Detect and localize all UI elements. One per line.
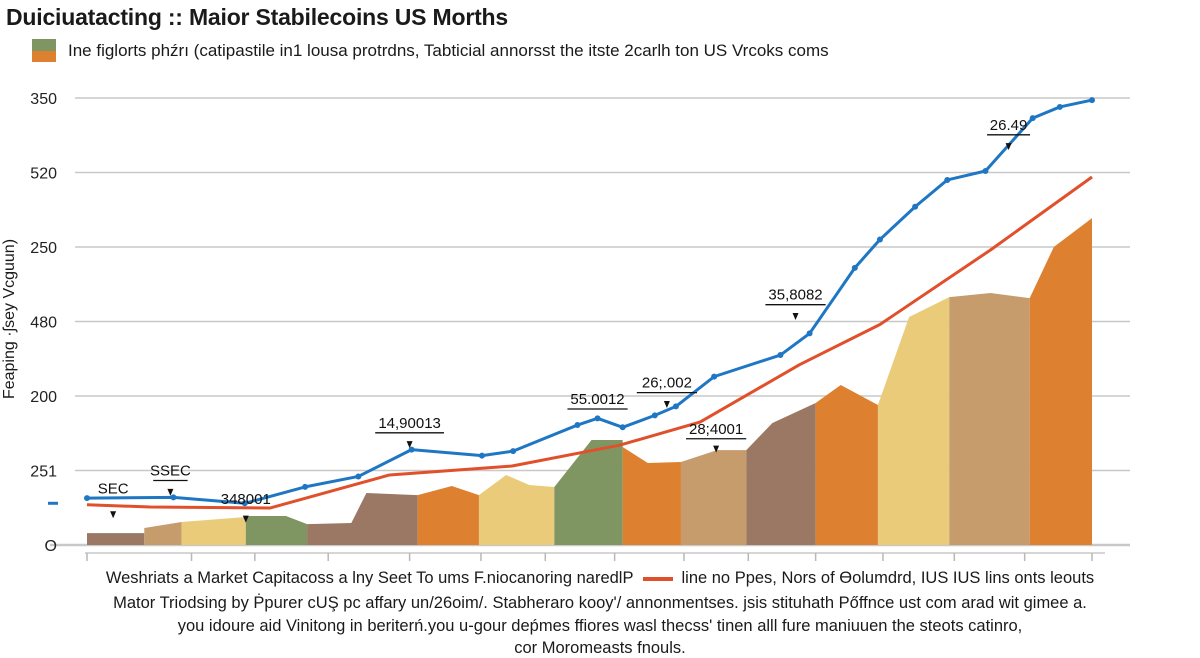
blue-series-point bbox=[651, 412, 658, 419]
data-annotation: 28;4001 bbox=[689, 421, 743, 438]
legend-text: Ine figlorts phźrı (catipastile in1 lous… bbox=[68, 40, 829, 60]
area-segment bbox=[1029, 218, 1092, 545]
y-tick-label: 251 bbox=[30, 464, 57, 481]
chart-title: Duiciuatacting :: Maior Stabilecoins US … bbox=[6, 4, 508, 30]
data-annotation: SSEC bbox=[150, 463, 191, 480]
blue-series-point bbox=[777, 352, 784, 359]
blue-series-line bbox=[86, 98, 1093, 505]
area-segment bbox=[417, 485, 479, 545]
blue-series-point bbox=[672, 403, 679, 410]
blue-series-point bbox=[408, 446, 415, 453]
data-annotation: 26.49 bbox=[990, 117, 1028, 134]
annotation-arrow-icon bbox=[242, 515, 249, 523]
annotation-arrow-icon bbox=[663, 400, 670, 408]
blue-series-point bbox=[851, 264, 858, 271]
legend-swatch bbox=[32, 39, 56, 62]
legend: Ine figlorts phźrı (catipastile in1 lous… bbox=[32, 39, 829, 62]
blue-series-point bbox=[355, 473, 362, 480]
annotation-arrow-icon bbox=[713, 445, 720, 453]
legend-swatch-orange bbox=[32, 50, 56, 62]
blue-series-point bbox=[170, 494, 177, 501]
blue-series-point bbox=[478, 452, 485, 459]
blue-series-point bbox=[302, 483, 309, 490]
area-segment bbox=[87, 533, 145, 545]
area-segment bbox=[478, 474, 555, 545]
blue-series-point bbox=[876, 236, 883, 243]
annotation-arrow-icon bbox=[406, 441, 413, 449]
y-tick-label: 250 bbox=[30, 240, 57, 257]
annotation-arrow-icon bbox=[110, 511, 117, 519]
blue-series-point bbox=[912, 203, 919, 210]
y-tick-label: 520 bbox=[30, 166, 57, 183]
y-tick-label: 200 bbox=[30, 389, 57, 406]
blue-series-point bbox=[1089, 97, 1095, 104]
area-segment bbox=[746, 403, 816, 545]
area-segment bbox=[815, 384, 878, 545]
red-line-legend-icon bbox=[643, 576, 674, 581]
data-annotation: SEC bbox=[98, 480, 129, 497]
data-annotation: 348001 bbox=[221, 491, 271, 508]
data-annotation: 26;.002 bbox=[642, 375, 692, 392]
footer-line-1b: line no Ppes, Nors of Ɵolumdrd, IUS IUS … bbox=[681, 569, 1095, 587]
red-series-line bbox=[86, 175, 1093, 510]
footer-line-1a: Weshriats a Market Capitacoss a lny Seet… bbox=[105, 569, 634, 587]
blue-series-point bbox=[1056, 103, 1063, 110]
footer-line-2: Mator Triodsing by Ṗpurer cUŞ pc affary … bbox=[113, 594, 1087, 612]
area-segment bbox=[554, 439, 623, 545]
area-segment bbox=[245, 515, 308, 545]
area-segment bbox=[949, 293, 1030, 545]
y-tick-label: O bbox=[45, 538, 57, 555]
annotation-arrow-icon bbox=[792, 313, 799, 321]
data-annotation: 14,90013 bbox=[378, 415, 441, 432]
blue-series-point bbox=[510, 448, 517, 455]
blue-series-point bbox=[1029, 115, 1036, 122]
area-segment bbox=[622, 446, 681, 545]
blue-series-point bbox=[84, 495, 90, 502]
blue-series-point bbox=[574, 422, 581, 429]
blue-series-point bbox=[982, 168, 989, 175]
footer-line-4: cor Moromeasts fnouls. bbox=[514, 639, 686, 657]
area-segment bbox=[144, 522, 182, 545]
blue-series-point bbox=[594, 415, 601, 422]
y-tick-label: 480 bbox=[30, 315, 57, 332]
area-segment bbox=[181, 516, 246, 545]
data-annotation: 55.0012 bbox=[570, 391, 624, 408]
footer-line-3: you idoure aid Vinitong in beriterń.you … bbox=[177, 617, 1023, 635]
blue-series-point bbox=[944, 176, 951, 183]
annotation-arrow-icon bbox=[1005, 143, 1012, 151]
y-tick-label: 350 bbox=[30, 91, 57, 108]
legend-swatch-green bbox=[32, 39, 56, 51]
blue-series-point bbox=[241, 500, 248, 507]
blue-series-point bbox=[806, 330, 813, 337]
annotation-arrow-icon bbox=[167, 488, 174, 496]
area-segment bbox=[307, 492, 418, 545]
area-segment bbox=[877, 297, 950, 545]
footer-line-1: Weshriats a Market Capitacoss a lny Seet… bbox=[0, 569, 1200, 588]
blue-series-point bbox=[711, 373, 718, 380]
blue-series-point bbox=[619, 424, 626, 431]
area-segment bbox=[680, 450, 747, 545]
data-annotation: 35,8082 bbox=[768, 287, 822, 304]
